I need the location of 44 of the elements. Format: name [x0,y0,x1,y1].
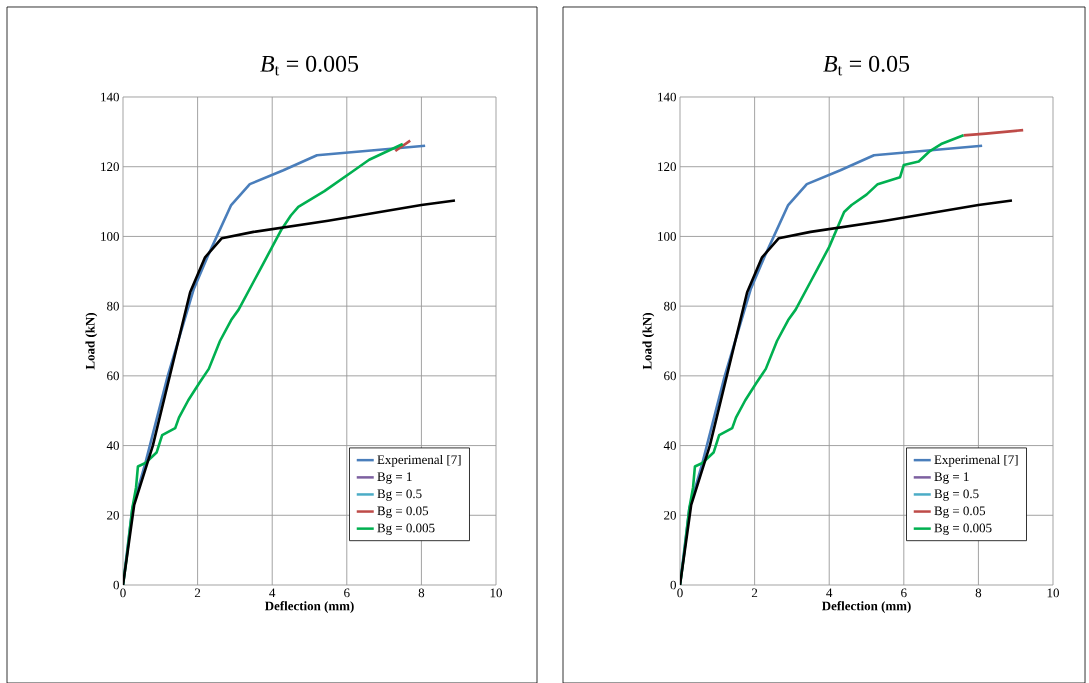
x-tick-label: 4 [269,588,276,598]
x-tick-label: 4 [826,588,833,598]
y-tick-label: 40 [663,441,676,450]
y-axis-title: Load (kN) [642,312,655,370]
legend-label: Bg = 0.05 [377,506,429,518]
y-tick-label: 0 [670,580,676,590]
y-tick-label: 80 [107,301,119,311]
chart-title: B$_{t}$ = 0.005 [260,55,359,76]
x-tick-label: 6 [901,588,907,598]
x-axis-title: Deflection (mm) [264,601,354,613]
legend-label: Bg = 1 [377,472,412,484]
y-tick-label: 140 [658,92,676,102]
x-axis-title: Deflection (mm) [821,601,911,613]
y-tick-label: 100 [658,232,676,241]
legend-label: Bg = 0.5 [934,489,979,501]
y-tick-label: 120 [658,162,676,172]
y-tick-label: 140 [101,92,119,102]
legend-label: Bg = 0.005 [934,523,992,535]
x-tick-label: 0 [120,588,126,598]
y-tick-label: 80 [664,301,676,311]
y-tick-label: 60 [664,371,676,381]
x-tick-label: 0 [677,588,683,598]
legend-label: Bg = 1 [934,472,969,484]
x-tick-label: 2 [751,588,758,598]
x-tick-label: 10 [490,588,502,598]
x-tick-label: 8 [975,588,982,598]
y-axis-title: Load (kN) [85,312,98,370]
legend-label: Bg = 0.5 [377,489,422,501]
y-tick-label: 20 [664,510,676,520]
y-tick-label: 60 [107,371,119,381]
y-tick-label: 40 [106,441,119,450]
legend-label: Bg = 0.005 [377,523,435,535]
y-tick-label: 120 [101,162,119,172]
x-tick-label: 6 [344,588,350,598]
legend-label: Experimenal [7] [934,454,1018,467]
y-tick-label: 0 [113,580,119,590]
y-tick-label: 20 [107,510,119,520]
legend-label: Experimenal [7] [377,454,461,467]
chart-title: B$_{t}$ = 0.05 [823,55,910,76]
y-tick-label: 100 [101,232,119,241]
legend-label: Bg = 0.05 [934,506,986,518]
x-tick-label: 10 [1047,588,1059,598]
x-tick-label: 2 [194,588,201,598]
x-tick-label: 8 [418,588,425,598]
